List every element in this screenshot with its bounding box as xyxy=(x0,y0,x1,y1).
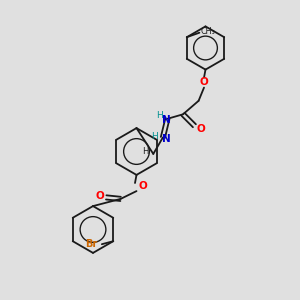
Text: H: H xyxy=(151,132,158,141)
Text: O: O xyxy=(200,77,208,87)
Text: N: N xyxy=(162,134,171,144)
Text: Br: Br xyxy=(85,239,98,249)
Text: O: O xyxy=(196,124,206,134)
Text: O: O xyxy=(139,181,148,191)
Text: H: H xyxy=(142,147,148,156)
Text: O: O xyxy=(95,191,104,201)
Text: N: N xyxy=(161,115,170,125)
Text: H: H xyxy=(156,111,163,120)
Text: CH₃: CH₃ xyxy=(200,27,215,36)
